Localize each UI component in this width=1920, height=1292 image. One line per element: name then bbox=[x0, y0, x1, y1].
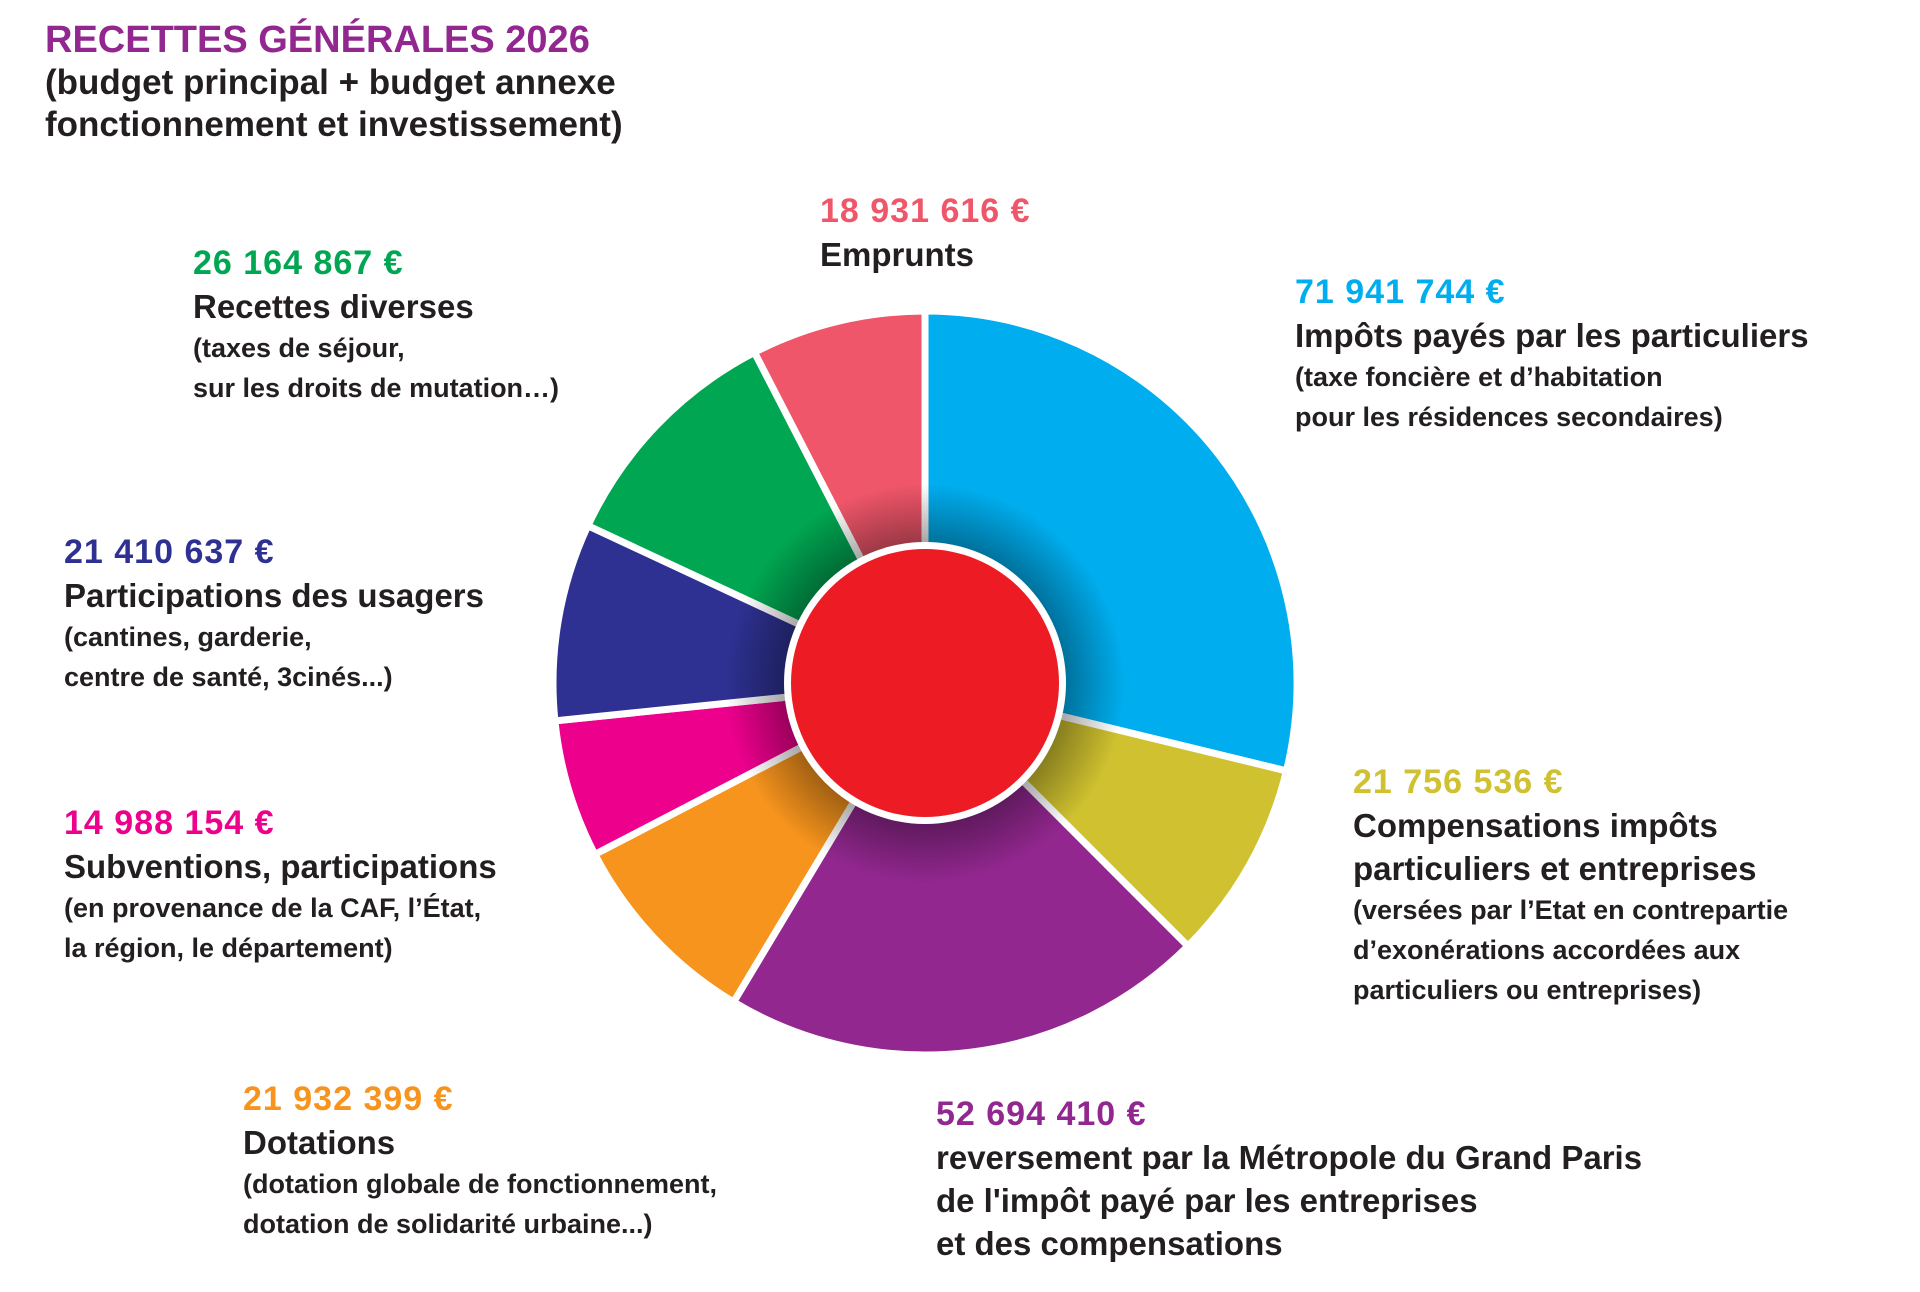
label-subventions: 14 988 154 € Subventions, participations (… bbox=[64, 801, 497, 968]
label-emprunts: 18 931 616 € Emprunts bbox=[820, 189, 1031, 276]
label-dotations: 21 932 399 € Dotations (dotation globale d… bbox=[243, 1077, 717, 1244]
data-label-name: Recettes diverses bbox=[193, 288, 474, 325]
label-compensations: 21 756 536 € Compensations impôts particul… bbox=[1353, 760, 1788, 1010]
data-label-value: 71 941 744 € bbox=[1295, 273, 1506, 311]
data-label-name: Compensations impôts bbox=[1353, 807, 1718, 844]
data-label-value: 26 164 867 € bbox=[193, 244, 404, 282]
data-label-name: Emprunts bbox=[820, 236, 975, 273]
data-label-detail: pour les résidences secondaires) bbox=[1295, 402, 1723, 432]
data-label-value: 21 932 399 € bbox=[243, 1080, 454, 1118]
data-label-name: et des compensations bbox=[936, 1225, 1283, 1262]
data-label-detail: la région, le département) bbox=[64, 933, 393, 963]
data-label-detail: centre de santé, 3cinés...) bbox=[64, 662, 393, 692]
data-label-name: reversement par la Métropole du Grand Pa… bbox=[936, 1139, 1643, 1176]
label-metropole: 52 694 410 € reversement par la Métropole… bbox=[936, 1092, 1642, 1265]
data-label-detail: dotation de solidarité urbaine...) bbox=[243, 1209, 653, 1239]
label-impots: 71 941 744 € Impôts payés par les particu… bbox=[1295, 270, 1809, 437]
chart-title: RECETTES GÉNÉRALES 2026 bbox=[45, 19, 590, 61]
data-label-name: Impôts payés par les particuliers bbox=[1295, 317, 1809, 354]
data-label-detail: (dotation globale de fonctionnement, bbox=[243, 1169, 717, 1199]
data-label-name: Subventions, participations bbox=[64, 848, 497, 885]
center-circle bbox=[791, 549, 1059, 817]
data-label-detail: sur les droits de mutation…) bbox=[193, 373, 560, 403]
label-diverses: 26 164 867 € Recettes diverses (taxes de s… bbox=[193, 241, 559, 408]
data-label-value: 21 756 536 € bbox=[1353, 763, 1564, 801]
data-label-name: de l'impôt payé par les entreprises bbox=[936, 1182, 1478, 1219]
chart-subtitle-line: (budget principal + budget annexe bbox=[45, 63, 616, 102]
data-label-value: 21 410 637 € bbox=[64, 533, 275, 571]
data-label-value: 52 694 410 € bbox=[936, 1095, 1147, 1133]
chart-subtitle-line: fonctionnement et investissement) bbox=[45, 105, 623, 144]
label-participations: 21 410 637 € Participations des usagers (c… bbox=[64, 530, 484, 697]
data-label-detail: (en provenance de la CAF, l’État, bbox=[64, 893, 482, 923]
data-label-detail: particuliers ou entreprises) bbox=[1353, 975, 1702, 1005]
data-label-value: 14 988 154 € bbox=[64, 804, 275, 842]
data-label-value: 18 931 616 € bbox=[820, 192, 1031, 230]
data-label-detail: (taxe foncière et d’habitation bbox=[1295, 362, 1663, 392]
chart-title-block: RECETTES GÉNÉRALES 2026 (budget principa… bbox=[45, 18, 623, 146]
data-label-detail: (taxes de séjour, bbox=[193, 333, 405, 363]
data-label-name: particuliers et entreprises bbox=[1353, 850, 1757, 887]
data-label-detail: (cantines, garderie, bbox=[64, 622, 312, 652]
data-label-detail: d’exonérations accordées aux bbox=[1353, 935, 1741, 965]
data-label-detail: (versées par l’Etat en contrepartie bbox=[1353, 895, 1789, 925]
data-label-name: Dotations bbox=[243, 1124, 396, 1161]
data-label-name: Participations des usagers bbox=[64, 577, 484, 614]
